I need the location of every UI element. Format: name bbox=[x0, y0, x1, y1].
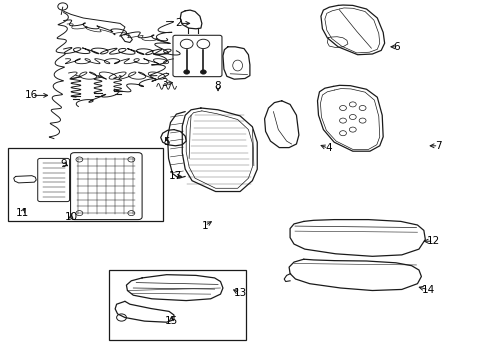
Text: 8: 8 bbox=[215, 81, 221, 91]
Circle shape bbox=[200, 70, 206, 74]
Text: 16: 16 bbox=[25, 90, 39, 100]
Text: 3: 3 bbox=[161, 78, 168, 88]
Text: 2: 2 bbox=[175, 18, 182, 28]
Text: 15: 15 bbox=[165, 316, 178, 326]
Text: 5: 5 bbox=[163, 137, 170, 147]
Text: 11: 11 bbox=[15, 208, 29, 218]
Text: 12: 12 bbox=[427, 236, 441, 246]
Text: 7: 7 bbox=[435, 141, 442, 151]
Text: 13: 13 bbox=[233, 288, 247, 298]
Text: 14: 14 bbox=[422, 285, 436, 295]
Text: 1: 1 bbox=[201, 221, 208, 231]
Text: 9: 9 bbox=[60, 159, 67, 169]
Text: 10: 10 bbox=[65, 212, 77, 222]
Text: 17: 17 bbox=[169, 171, 182, 181]
Circle shape bbox=[184, 70, 190, 74]
Text: 4: 4 bbox=[325, 143, 332, 153]
Text: 6: 6 bbox=[393, 42, 400, 52]
